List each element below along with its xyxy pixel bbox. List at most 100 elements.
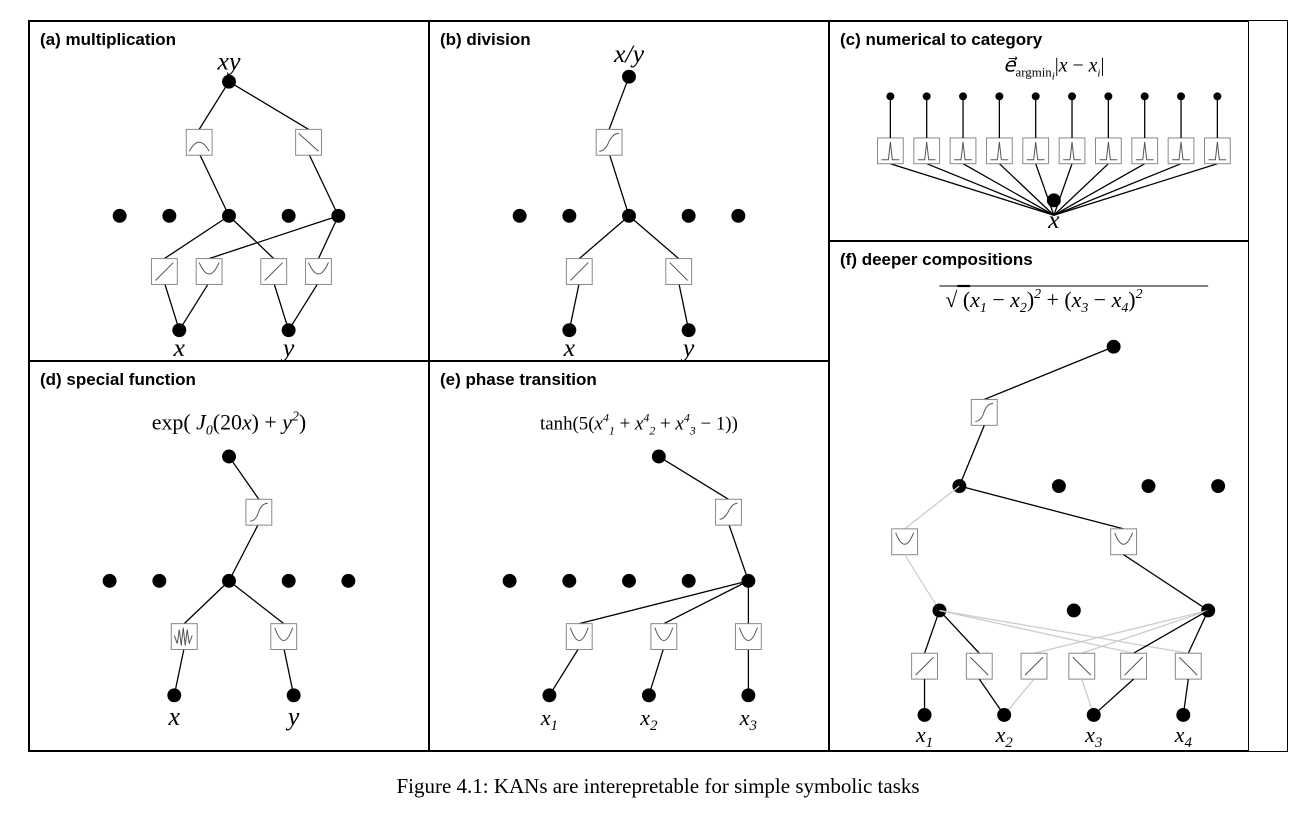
output-dot bbox=[1104, 92, 1112, 100]
edge bbox=[905, 555, 940, 611]
function-box bbox=[171, 624, 197, 650]
panel-e-diagram: tanh(5(x41 + x42 + x43 − 1)) bbox=[430, 362, 828, 750]
output-dot bbox=[1068, 92, 1076, 100]
hidden-dot bbox=[341, 574, 355, 588]
hidden-dot bbox=[152, 574, 166, 588]
edge bbox=[569, 282, 579, 330]
edge bbox=[164, 282, 179, 330]
hidden-dot bbox=[282, 574, 296, 588]
function-box bbox=[1168, 138, 1194, 164]
output-formula-f: √ (x1 − x2)2 + (x3 − x4)2 bbox=[945, 287, 1142, 316]
input-label: x bbox=[168, 702, 181, 731]
function-box bbox=[596, 129, 622, 155]
edge bbox=[318, 216, 338, 259]
edge bbox=[1054, 164, 1218, 216]
input-label: x bbox=[173, 333, 186, 360]
edge bbox=[274, 282, 289, 330]
hidden-dot bbox=[1142, 479, 1156, 493]
function-box bbox=[1095, 138, 1121, 164]
edge bbox=[309, 153, 339, 216]
input-node bbox=[1176, 708, 1190, 722]
edge bbox=[229, 457, 259, 500]
edge bbox=[174, 648, 184, 696]
input-label: x2 bbox=[995, 722, 1014, 750]
output-dot bbox=[1032, 92, 1040, 100]
panel-b-title: (b) division bbox=[440, 30, 531, 50]
input-label: x1 bbox=[540, 706, 558, 734]
edge bbox=[925, 610, 940, 653]
function-box bbox=[151, 259, 177, 285]
edge bbox=[609, 77, 629, 130]
function-box bbox=[877, 138, 903, 164]
input-node bbox=[741, 688, 755, 702]
hidden-dot bbox=[503, 574, 517, 588]
edge bbox=[1094, 679, 1134, 715]
panel-a-title: (a) multiplication bbox=[40, 30, 176, 50]
hidden-dot bbox=[682, 209, 696, 223]
hidden-dot bbox=[103, 574, 117, 588]
output-dot bbox=[1177, 92, 1185, 100]
output-dot bbox=[1213, 92, 1221, 100]
output-label-b: x/y bbox=[613, 39, 645, 68]
function-box bbox=[1069, 653, 1095, 679]
function-box bbox=[566, 624, 592, 650]
edge bbox=[728, 523, 748, 581]
output-formula-c: e⃗argmini|x − xi| bbox=[1003, 55, 1104, 83]
function-box bbox=[296, 129, 322, 155]
function-box bbox=[1023, 138, 1049, 164]
input-node bbox=[1087, 708, 1101, 722]
function-box bbox=[716, 499, 742, 525]
function-box bbox=[966, 653, 992, 679]
panel-col3: (c) numerical to category e⃗argmini|x − … bbox=[829, 21, 1249, 751]
hidden-dot bbox=[113, 209, 127, 223]
edge bbox=[1004, 679, 1034, 715]
edge bbox=[959, 425, 984, 486]
panel-f: (f) deeper compositions √ (x1 − x2)2 + (… bbox=[829, 241, 1249, 751]
edge bbox=[927, 164, 1054, 216]
hidden-dot bbox=[731, 209, 745, 223]
edge bbox=[229, 523, 259, 581]
hidden-dot bbox=[562, 209, 576, 223]
panel-c-diagram: e⃗argmini|x − xi| x bbox=[830, 22, 1248, 240]
function-box bbox=[186, 129, 212, 155]
function-box bbox=[892, 529, 918, 555]
input-label: x1 bbox=[915, 722, 933, 750]
hidden-dot bbox=[622, 574, 636, 588]
edge bbox=[1054, 164, 1181, 216]
hidden-dot bbox=[162, 209, 176, 223]
panel-a-diagram: xy bbox=[30, 22, 428, 360]
edge bbox=[164, 216, 229, 259]
function-box bbox=[914, 138, 940, 164]
output-dot bbox=[1141, 92, 1149, 100]
panel-d: (d) special function exp( J0(20x) + y2) bbox=[29, 361, 429, 751]
output-formula-d: exp( J0(20x) + y2) bbox=[152, 410, 306, 439]
panel-b: (b) division x/y x bbox=[429, 21, 829, 361]
edge bbox=[649, 648, 664, 696]
input-label: x4 bbox=[1174, 722, 1193, 750]
function-box bbox=[735, 624, 761, 650]
edge bbox=[179, 282, 209, 330]
edge bbox=[229, 581, 284, 624]
function-box bbox=[971, 399, 997, 425]
edge bbox=[289, 282, 319, 330]
edge bbox=[284, 648, 294, 696]
hidden-dot bbox=[1211, 479, 1225, 493]
edge bbox=[939, 610, 1188, 653]
figure-container: (a) multiplication xy bbox=[28, 20, 1288, 799]
input-node bbox=[642, 688, 656, 702]
function-box bbox=[306, 259, 332, 285]
function-box bbox=[986, 138, 1012, 164]
edge bbox=[1124, 555, 1209, 611]
input-node bbox=[542, 688, 556, 702]
edge bbox=[890, 164, 1054, 216]
function-box bbox=[196, 259, 222, 285]
input-label: y bbox=[285, 702, 300, 731]
function-box bbox=[651, 624, 677, 650]
output-label-a: xy bbox=[217, 47, 241, 76]
function-box bbox=[1059, 138, 1085, 164]
function-box bbox=[1111, 529, 1137, 555]
figure-caption: Figure 4.1: KANs are interepretable for … bbox=[28, 774, 1288, 799]
panel-c: (c) numerical to category e⃗argmini|x − … bbox=[829, 21, 1249, 241]
hidden-dot bbox=[682, 574, 696, 588]
edge bbox=[629, 216, 679, 259]
